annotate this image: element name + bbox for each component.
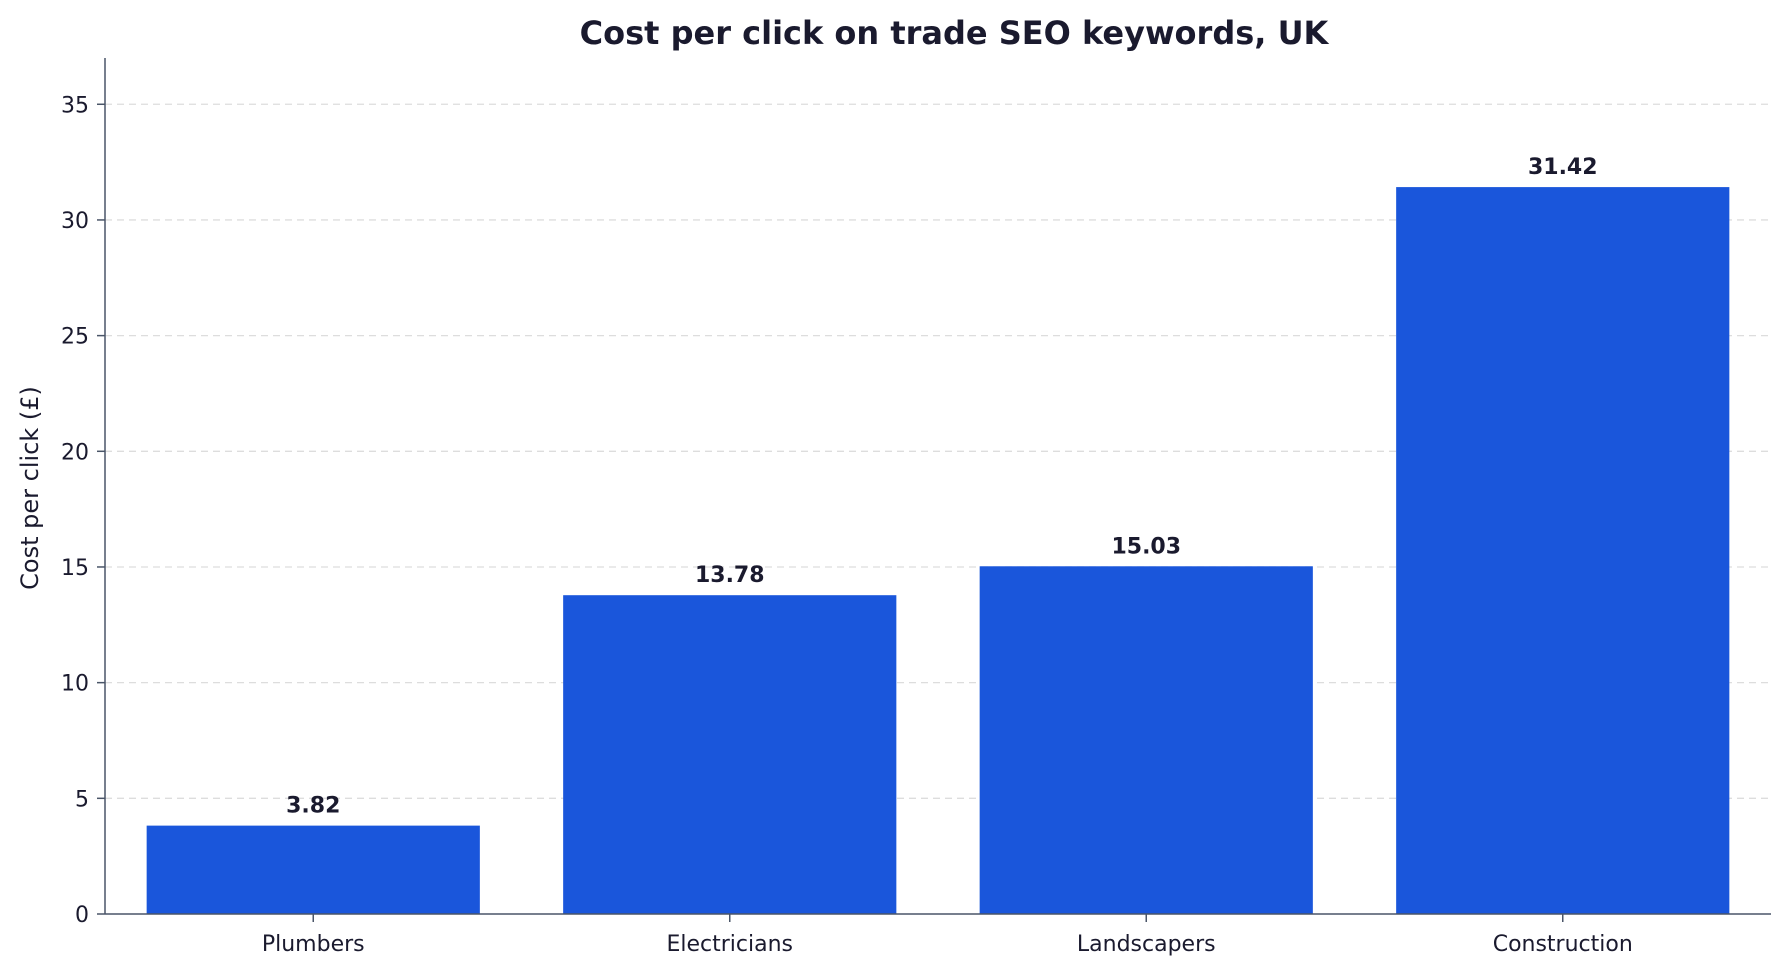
data-label: 13.78 — [695, 563, 765, 588]
axes — [104, 58, 1771, 915]
bar-plumbers — [146, 825, 480, 914]
x-tick-label: Landscapers — [1077, 932, 1216, 957]
bar-construction — [1396, 187, 1730, 914]
bars — [146, 187, 1730, 914]
bar-electricians — [563, 595, 897, 914]
data-label: 31.42 — [1528, 155, 1598, 180]
gridlines — [105, 103, 1771, 799]
x-tick-label: Construction — [1493, 932, 1633, 957]
y-tick-label: 0 — [75, 903, 89, 928]
bar-landscapers — [979, 566, 1313, 914]
y-axis-ticks: 0 5 10 15 20 25 30 35 — [61, 93, 105, 928]
data-label: 15.03 — [1111, 534, 1181, 559]
y-tick-label: 35 — [61, 93, 89, 118]
y-tick-label: 5 — [75, 787, 89, 812]
chart-title: Cost per click on trade SEO keywords, UK — [580, 14, 1330, 52]
data-labels: 3.82 13.78 15.03 31.42 — [286, 155, 1597, 819]
x-tick-label: Plumbers — [262, 932, 365, 957]
x-axis-ticks: Plumbers Electricians Landscapers Construct… — [262, 914, 1633, 957]
y-tick-label: 10 — [61, 672, 89, 697]
data-label: 3.82 — [286, 794, 340, 819]
y-tick-label: 20 — [61, 440, 89, 465]
x-tick-label: Electricians — [666, 932, 793, 957]
y-tick-label: 15 — [61, 556, 89, 581]
y-tick-label: 25 — [61, 325, 89, 350]
y-tick-label: 30 — [61, 209, 89, 234]
y-axis-label: Cost per click (£) — [16, 386, 44, 590]
